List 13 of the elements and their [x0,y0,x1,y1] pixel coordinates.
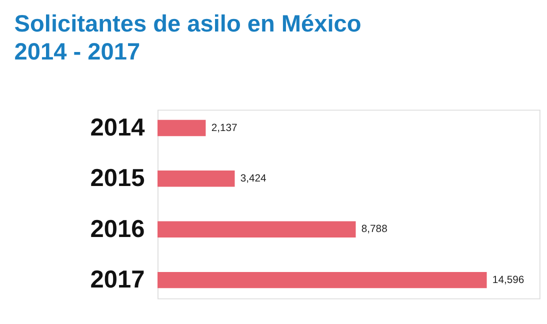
y-tick-label: 2017 [90,266,145,294]
data-label: 2,137 [211,122,238,134]
y-tick-label: 2015 [90,165,145,192]
bar [158,120,206,136]
data-label: 3,424 [240,173,267,184]
chart-title: Solicitantes de asilo en México 2014 - 2017 [14,10,362,65]
bar [158,221,356,238]
y-tick-label: 2014 [90,114,146,142]
bar [158,272,487,288]
y-tick-label: 2016 [90,216,145,243]
data-label: 8,788 [361,224,388,236]
bar [158,170,235,187]
data-label: 14,596 [492,274,524,286]
